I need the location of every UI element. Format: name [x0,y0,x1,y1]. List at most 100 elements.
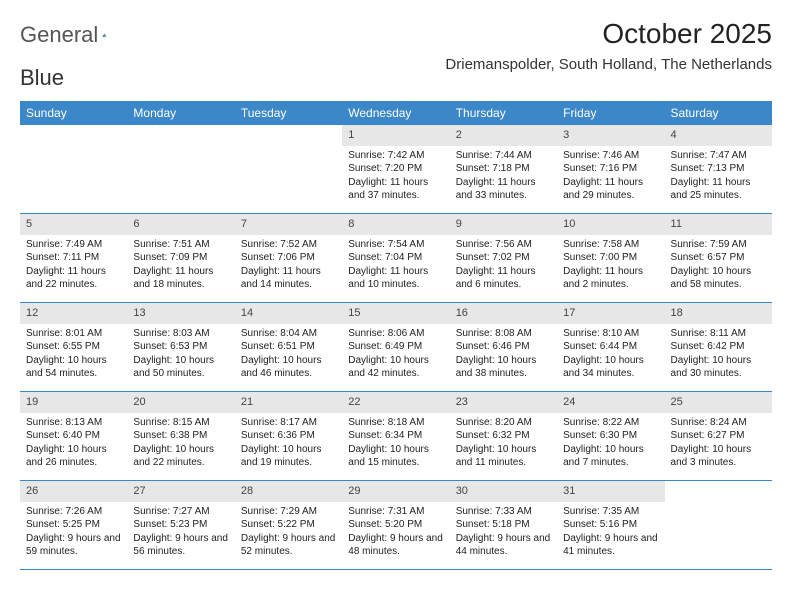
day-body: Sunrise: 8:18 AMSunset: 6:34 PMDaylight:… [342,413,449,476]
brand-part2: Blue [20,65,64,91]
daylight-text: Daylight: 10 hours and 22 minutes. [133,443,228,470]
sunset-text: Sunset: 6:38 PM [133,429,228,443]
day-body: Sunrise: 7:58 AMSunset: 7:00 PMDaylight:… [557,235,664,298]
daylight-text: Daylight: 11 hours and 29 minutes. [563,176,658,203]
daylight-text: Daylight: 10 hours and 38 minutes. [456,354,551,381]
brand-part1: General [20,22,98,48]
day-number: 9 [450,214,557,235]
sunset-text: Sunset: 7:00 PM [563,251,658,265]
day-number: 6 [127,214,234,235]
weekday-header-row: SundayMondayTuesdayWednesdayThursdayFrid… [20,101,772,125]
day-body: Sunrise: 7:56 AMSunset: 7:02 PMDaylight:… [450,235,557,298]
day-cell: 14Sunrise: 8:04 AMSunset: 6:51 PMDayligh… [235,303,342,391]
sunset-text: Sunset: 7:13 PM [671,162,766,176]
sunrise-text: Sunrise: 7:33 AM [456,505,551,519]
day-cell: 6Sunrise: 7:51 AMSunset: 7:09 PMDaylight… [127,214,234,302]
location-subtitle: Driemanspolder, South Holland, The Nethe… [445,56,772,73]
daylight-text: Daylight: 10 hours and 19 minutes. [241,443,336,470]
day-cell: 17Sunrise: 8:10 AMSunset: 6:44 PMDayligh… [557,303,664,391]
daylight-text: Daylight: 11 hours and 22 minutes. [26,265,121,292]
day-body: Sunrise: 8:15 AMSunset: 6:38 PMDaylight:… [127,413,234,476]
sunrise-text: Sunrise: 7:47 AM [671,149,766,163]
day-number: 16 [450,303,557,324]
day-number: 31 [557,481,664,502]
day-number: 4 [665,125,772,146]
day-number: 1 [342,125,449,146]
day-cell: 2Sunrise: 7:44 AMSunset: 7:18 PMDaylight… [450,125,557,213]
day-body: Sunrise: 7:52 AMSunset: 7:06 PMDaylight:… [235,235,342,298]
day-body: Sunrise: 7:42 AMSunset: 7:20 PMDaylight:… [342,146,449,209]
day-cell: 12Sunrise: 8:01 AMSunset: 6:55 PMDayligh… [20,303,127,391]
sunrise-text: Sunrise: 7:46 AM [563,149,658,163]
sunset-text: Sunset: 6:40 PM [26,429,121,443]
day-number: 15 [342,303,449,324]
day-number: 13 [127,303,234,324]
day-number: 30 [450,481,557,502]
sunset-text: Sunset: 5:25 PM [26,518,121,532]
sunrise-text: Sunrise: 7:58 AM [563,238,658,252]
sunset-text: Sunset: 6:42 PM [671,340,766,354]
day-cell: 5Sunrise: 7:49 AMSunset: 7:11 PMDaylight… [20,214,127,302]
sunrise-text: Sunrise: 7:59 AM [671,238,766,252]
brand-logo: General [20,18,130,48]
sunset-text: Sunset: 6:46 PM [456,340,551,354]
day-cell: 7Sunrise: 7:52 AMSunset: 7:06 PMDaylight… [235,214,342,302]
day-number: 8 [342,214,449,235]
day-body: Sunrise: 8:22 AMSunset: 6:30 PMDaylight:… [557,413,664,476]
sunset-text: Sunset: 6:57 PM [671,251,766,265]
sunrise-text: Sunrise: 8:10 AM [563,327,658,341]
day-number: 19 [20,392,127,413]
week-row: 1Sunrise: 7:42 AMSunset: 7:20 PMDaylight… [20,125,772,214]
day-body: Sunrise: 7:54 AMSunset: 7:04 PMDaylight:… [342,235,449,298]
sunrise-text: Sunrise: 8:22 AM [563,416,658,430]
day-number: 10 [557,214,664,235]
weekday-header-cell: Monday [127,101,234,125]
brand-sail-icon [102,24,107,46]
month-title: October 2025 [445,18,772,50]
day-cell: 21Sunrise: 8:17 AMSunset: 6:36 PMDayligh… [235,392,342,480]
day-number: 23 [450,392,557,413]
sunset-text: Sunset: 5:16 PM [563,518,658,532]
day-body: Sunrise: 8:04 AMSunset: 6:51 PMDaylight:… [235,324,342,387]
day-cell: 19Sunrise: 8:13 AMSunset: 6:40 PMDayligh… [20,392,127,480]
sunrise-text: Sunrise: 7:42 AM [348,149,443,163]
day-body: Sunrise: 8:11 AMSunset: 6:42 PMDaylight:… [665,324,772,387]
daylight-text: Daylight: 9 hours and 44 minutes. [456,532,551,559]
daylight-text: Daylight: 9 hours and 59 minutes. [26,532,121,559]
sunrise-text: Sunrise: 8:08 AM [456,327,551,341]
sunset-text: Sunset: 7:18 PM [456,162,551,176]
sunset-text: Sunset: 5:20 PM [348,518,443,532]
day-body: Sunrise: 7:29 AMSunset: 5:22 PMDaylight:… [235,502,342,565]
day-cell: 13Sunrise: 8:03 AMSunset: 6:53 PMDayligh… [127,303,234,391]
title-block: October 2025 Driemanspolder, South Holla… [445,18,772,81]
sunrise-text: Sunrise: 8:13 AM [26,416,121,430]
day-number: 14 [235,303,342,324]
daylight-text: Daylight: 11 hours and 14 minutes. [241,265,336,292]
day-body: Sunrise: 7:47 AMSunset: 7:13 PMDaylight:… [665,146,772,209]
sunset-text: Sunset: 6:34 PM [348,429,443,443]
daylight-text: Daylight: 10 hours and 34 minutes. [563,354,658,381]
daylight-text: Daylight: 9 hours and 56 minutes. [133,532,228,559]
week-row: 26Sunrise: 7:26 AMSunset: 5:25 PMDayligh… [20,481,772,570]
sunrise-text: Sunrise: 7:51 AM [133,238,228,252]
daylight-text: Daylight: 9 hours and 41 minutes. [563,532,658,559]
day-cell: 24Sunrise: 8:22 AMSunset: 6:30 PMDayligh… [557,392,664,480]
daylight-text: Daylight: 11 hours and 10 minutes. [348,265,443,292]
sunset-text: Sunset: 5:23 PM [133,518,228,532]
day-body: Sunrise: 7:35 AMSunset: 5:16 PMDaylight:… [557,502,664,565]
sunrise-text: Sunrise: 8:17 AM [241,416,336,430]
day-number: 11 [665,214,772,235]
day-cell: 30Sunrise: 7:33 AMSunset: 5:18 PMDayligh… [450,481,557,569]
day-cell: 11Sunrise: 7:59 AMSunset: 6:57 PMDayligh… [665,214,772,302]
sunrise-text: Sunrise: 8:01 AM [26,327,121,341]
day-cell: 22Sunrise: 8:18 AMSunset: 6:34 PMDayligh… [342,392,449,480]
daylight-text: Daylight: 10 hours and 11 minutes. [456,443,551,470]
day-body: Sunrise: 8:03 AMSunset: 6:53 PMDaylight:… [127,324,234,387]
sunrise-text: Sunrise: 7:49 AM [26,238,121,252]
day-number: 12 [20,303,127,324]
day-number: 26 [20,481,127,502]
sunrise-text: Sunrise: 8:20 AM [456,416,551,430]
day-cell: 20Sunrise: 8:15 AMSunset: 6:38 PMDayligh… [127,392,234,480]
day-body: Sunrise: 7:44 AMSunset: 7:18 PMDaylight:… [450,146,557,209]
day-body: Sunrise: 8:24 AMSunset: 6:27 PMDaylight:… [665,413,772,476]
